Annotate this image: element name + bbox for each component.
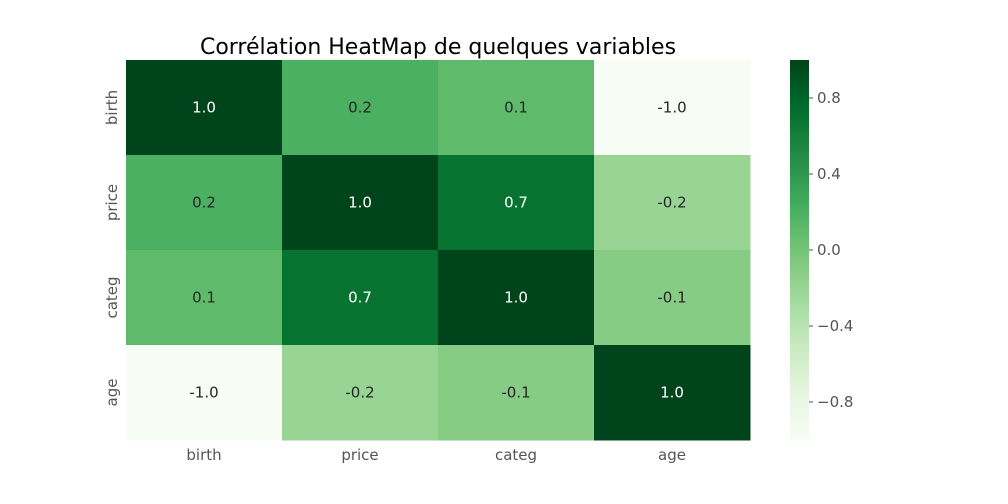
heatmap-cell-price-birth <box>126 155 283 251</box>
colorbar-tick-label: 0.0 <box>817 241 841 259</box>
heatmap-cell-categ-price <box>282 250 439 346</box>
y-tick-label: birth <box>103 90 121 125</box>
heatmap-cell-age-birth <box>126 345 283 441</box>
cell-annotation: 0.7 <box>504 194 528 212</box>
cell-annotation: 1.0 <box>348 194 372 212</box>
cell-annotation: -0.2 <box>657 194 686 212</box>
heatmap-cell-age-price <box>282 345 439 441</box>
colorbar-tick-label: −0.4 <box>817 317 853 335</box>
heatmap-cells: 1.0 0.2 0.1 -1.0 0.2 1.0 0.7 -0.2 0.1 0.7 1.0 -0.1 -… <box>126 60 751 441</box>
x-tick-label: categ <box>495 446 537 464</box>
cell-annotation: 0.2 <box>348 99 372 117</box>
heatmap-cell-age-categ <box>438 345 595 441</box>
colorbar-ticks: 0.8 0.4 0.0 −0.4 −0.8 <box>809 89 853 411</box>
heatmap-cell-birth-categ <box>438 60 595 156</box>
cell-annotation: -0.2 <box>345 384 374 402</box>
y-tick-label: categ <box>103 276 121 318</box>
x-tick-label: price <box>341 446 378 464</box>
heatmap-cell-price-age <box>594 155 751 251</box>
cell-annotation: 1.0 <box>660 384 684 402</box>
y-tick-labels: birth price categ age <box>103 90 121 407</box>
x-tick-label: birth <box>186 446 221 464</box>
cell-annotation: 0.7 <box>348 289 372 307</box>
y-tick-label: age <box>103 379 121 407</box>
heatmap-cell-age-age <box>594 345 751 441</box>
heatmap-cell-birth-age <box>594 60 751 156</box>
heatmap-cell-birth-birth <box>126 60 283 156</box>
colorbar-tick-label: 0.4 <box>817 165 841 183</box>
heatmap-cell-categ-categ <box>438 250 595 346</box>
cell-annotation: 0.2 <box>192 194 216 212</box>
heatmap-cell-categ-age <box>594 250 751 346</box>
cell-annotation: -0.1 <box>657 289 686 307</box>
chart-title: Corrélation HeatMap de quelques variable… <box>200 35 676 60</box>
y-tick-label: price <box>103 184 121 221</box>
cell-annotation: 1.0 <box>192 99 216 117</box>
colorbar-tick-label: 0.8 <box>817 89 841 107</box>
heatmap-cell-price-price <box>282 155 439 251</box>
x-tick-labels: birth price categ age <box>186 446 686 464</box>
x-tick-label: age <box>658 446 686 464</box>
cell-annotation: 0.1 <box>504 99 528 117</box>
cell-annotation: 1.0 <box>504 289 528 307</box>
cell-annotation: -1.0 <box>189 384 218 402</box>
cell-annotation: -0.1 <box>501 384 530 402</box>
heatmap-cell-birth-price <box>282 60 439 156</box>
colorbar <box>790 60 809 440</box>
cell-annotation: -1.0 <box>657 99 686 117</box>
heatmap-cell-categ-birth <box>126 250 283 346</box>
colorbar-tick-label: −0.8 <box>817 393 853 411</box>
heatmap-cell-price-categ <box>438 155 595 251</box>
cell-annotation: 0.1 <box>192 289 216 307</box>
